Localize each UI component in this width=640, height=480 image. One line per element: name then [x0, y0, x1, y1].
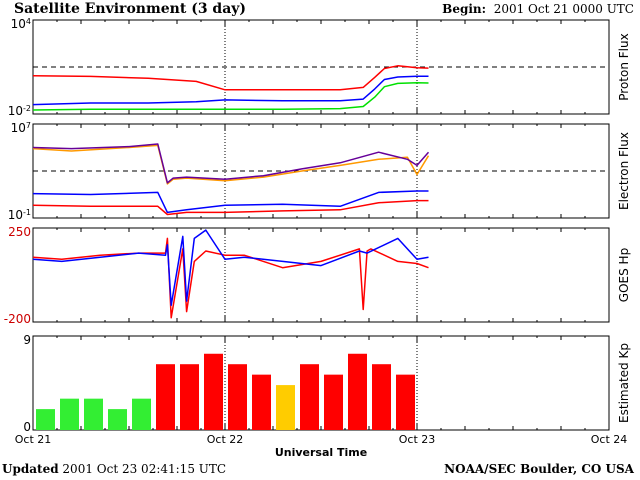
proton-flux-series-line [32, 81, 429, 111]
x-tick-label: Oct 23 [399, 433, 436, 446]
electron-flux-ytick-bottom: 10-1 [8, 208, 31, 223]
goes-hp-ylabel: GOES Hp [617, 248, 631, 302]
proton-flux-series-line [32, 75, 429, 106]
credit-text: NOAA/SEC Boulder, CO USA [444, 462, 634, 476]
kp-bar [300, 364, 319, 430]
goes-hp-series-line [32, 237, 429, 319]
electron-flux-ylabel: Electron Flux [617, 132, 631, 210]
kp-bar [156, 364, 175, 430]
proton-flux-ytick-bottom: 10-2 [8, 104, 31, 119]
proton-flux-ytick-top: 104 [11, 17, 31, 32]
updated-timestamp: Updated 2001 Oct 23 02:41:15 UTC [2, 462, 226, 476]
kp-bar [36, 409, 55, 430]
begin-timestamp: Begin: 2001 Oct 21 0000 UTC [442, 2, 634, 16]
kp-bar [252, 374, 271, 430]
x-tick-label: Oct 21 [15, 433, 52, 446]
kp-bar [372, 364, 391, 430]
estimated-kp-ytick-top: 9 [23, 333, 31, 347]
electron-flux-series-line [32, 144, 430, 185]
kp-bar [204, 353, 223, 430]
estimated-kp-ytick-bottom: 0 [23, 420, 31, 434]
kp-bar [324, 374, 343, 430]
electron-flux-series-line [32, 199, 429, 216]
begin-value: 2001 Oct 21 0000 UTC [493, 2, 634, 16]
electron-flux-series-line [32, 190, 429, 214]
estimated-kp-ylabel: Estimated Kp [617, 343, 631, 423]
kp-bar [108, 409, 127, 430]
updated-label: Updated [2, 462, 59, 476]
kp-bar [132, 398, 151, 430]
electron-flux-ytick-top: 107 [11, 121, 31, 136]
x-axis-label: Universal Time [275, 446, 367, 459]
begin-label: Begin: [442, 2, 487, 16]
goes-hp-ytick-bottom: -200 [4, 312, 31, 326]
goes-hp-series-line [32, 229, 429, 307]
x-tick-label: Oct 22 [207, 433, 244, 446]
x-tick-label: Oct 24 [591, 433, 628, 446]
kp-bar [348, 353, 367, 430]
kp-bar [228, 364, 247, 430]
goes-hp-ytick-top: 250 [8, 225, 31, 239]
kp-bar [84, 398, 103, 430]
electron-flux-series-line [32, 143, 430, 184]
kp-bar [60, 398, 79, 430]
page-title: Satellite Environment (3 day) [14, 1, 247, 17]
proton-flux-series-line [32, 65, 429, 91]
goes-hp-frame [32, 227, 610, 323]
kp-bar [180, 364, 199, 430]
updated-value: 2001 Oct 23 02:41:15 UTC [62, 462, 227, 476]
proton-flux-ylabel: Proton Flux [617, 33, 631, 100]
kp-bar [396, 374, 415, 430]
kp-bar [276, 385, 295, 430]
